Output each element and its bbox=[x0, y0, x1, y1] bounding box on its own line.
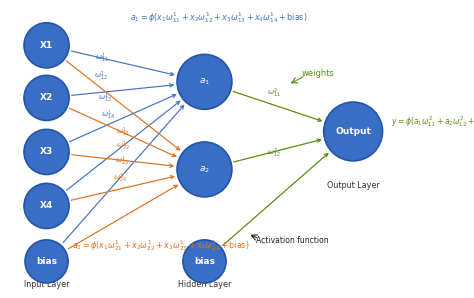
Text: bias: bias bbox=[36, 257, 57, 266]
Ellipse shape bbox=[183, 240, 226, 283]
Ellipse shape bbox=[177, 142, 232, 197]
Text: $a_1$: $a_1$ bbox=[199, 77, 210, 87]
Text: weights: weights bbox=[302, 69, 335, 77]
Text: X4: X4 bbox=[40, 201, 53, 210]
Text: X3: X3 bbox=[40, 148, 53, 156]
Text: $a_2 = \phi(x_1\omega^1_{21} + x_2\omega^1_{22} + x_3\omega^1_{23} + x_4\omega^1: $a_2 = \phi(x_1\omega^1_{21} + x_2\omega… bbox=[72, 238, 250, 253]
Text: X2: X2 bbox=[40, 93, 53, 103]
Text: Output: Output bbox=[335, 127, 371, 136]
Text: $\omega^1_{14}$: $\omega^1_{14}$ bbox=[101, 109, 116, 122]
Text: $\omega^1_{23}$: $\omega^1_{23}$ bbox=[115, 155, 129, 168]
Text: $\omega^1_{12}$: $\omega^1_{12}$ bbox=[94, 70, 108, 83]
Text: X1: X1 bbox=[40, 41, 53, 50]
Text: Activation function: Activation function bbox=[255, 237, 328, 246]
Ellipse shape bbox=[324, 102, 383, 161]
Text: $\omega^2_{11}$: $\omega^2_{11}$ bbox=[267, 87, 281, 100]
Text: $a_2$: $a_2$ bbox=[199, 164, 210, 175]
Text: $\omega^1_{11}$: $\omega^1_{11}$ bbox=[95, 52, 109, 65]
Text: bias: bias bbox=[194, 257, 215, 266]
Ellipse shape bbox=[24, 129, 69, 174]
Ellipse shape bbox=[24, 75, 69, 120]
Ellipse shape bbox=[177, 55, 232, 109]
Ellipse shape bbox=[24, 23, 69, 68]
Text: $y=\phi(a_1\omega^2_{11} + a_2\omega^2_{12} + \mathrm{bias})$: $y=\phi(a_1\omega^2_{11} + a_2\omega^2_{… bbox=[391, 114, 474, 129]
Text: Output Layer: Output Layer bbox=[327, 181, 380, 190]
Text: $\omega^1_{24}$: $\omega^1_{24}$ bbox=[112, 172, 127, 185]
Text: Input Layer: Input Layer bbox=[24, 280, 69, 288]
Ellipse shape bbox=[25, 240, 68, 283]
Text: $\omega^2_{12}$: $\omega^2_{12}$ bbox=[267, 147, 281, 160]
Text: Hidden Layer: Hidden Layer bbox=[178, 280, 231, 288]
Text: $\omega^1_{21}$: $\omega^1_{21}$ bbox=[116, 125, 130, 139]
Text: $\omega^1_{22}$: $\omega^1_{22}$ bbox=[116, 139, 130, 153]
Text: $a_1 = \phi(x_1\omega^1_{11} + x_2\omega^1_{12} + x_3\omega^1_{13} + x_4\omega^1: $a_1 = \phi(x_1\omega^1_{11} + x_2\omega… bbox=[130, 10, 308, 25]
Text: $\omega^1_{13}$: $\omega^1_{13}$ bbox=[98, 92, 112, 105]
Ellipse shape bbox=[24, 183, 69, 229]
